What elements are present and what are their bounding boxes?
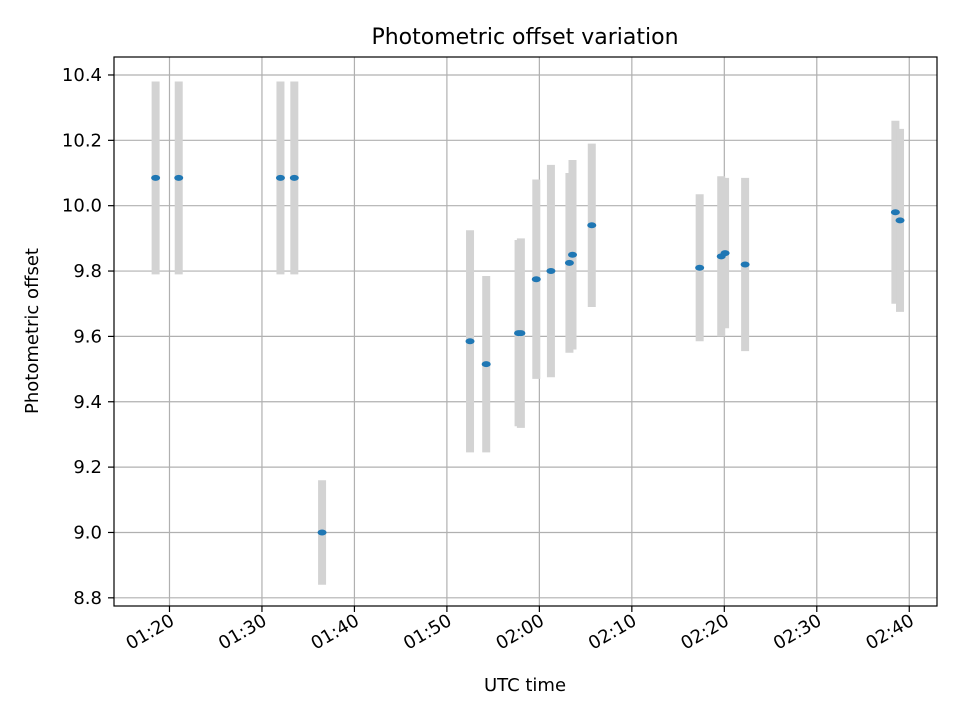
y-tick-label: 9.2	[73, 457, 102, 478]
data-point	[895, 217, 905, 224]
data-point	[481, 361, 491, 368]
data-point	[516, 330, 526, 337]
data-point	[465, 338, 475, 345]
data-point	[890, 209, 900, 216]
data-point	[546, 268, 556, 275]
y-tick-label: 10.0	[62, 196, 102, 217]
y-axis-label: Photometric offset	[22, 248, 43, 414]
y-tick-label: 10.2	[62, 130, 102, 151]
data-point	[568, 251, 578, 258]
y-tick-label: 8.8	[73, 588, 102, 609]
data-point	[289, 174, 299, 181]
x-axis-label: UTC time	[484, 675, 566, 696]
data-point	[531, 276, 541, 283]
data-point	[317, 529, 327, 536]
grid	[114, 57, 937, 606]
data-point	[740, 261, 750, 268]
plot-frame	[113, 56, 938, 607]
data-points	[151, 174, 905, 536]
y-tick-label: 9.6	[73, 326, 102, 347]
data-point	[564, 259, 574, 266]
data-point	[151, 174, 161, 181]
chart-title: Photometric offset variation	[371, 25, 678, 50]
axis-ticks	[108, 74, 910, 612]
y-tick-label: 9.8	[73, 261, 102, 282]
data-point	[720, 250, 730, 257]
data-point	[174, 174, 184, 181]
data-point	[587, 222, 597, 229]
y-tick-label: 9.4	[73, 392, 102, 413]
y-tick-label: 10.4	[62, 65, 102, 86]
data-point	[275, 174, 285, 181]
data-point	[695, 264, 705, 271]
y-tick-label: 9.0	[73, 522, 102, 543]
